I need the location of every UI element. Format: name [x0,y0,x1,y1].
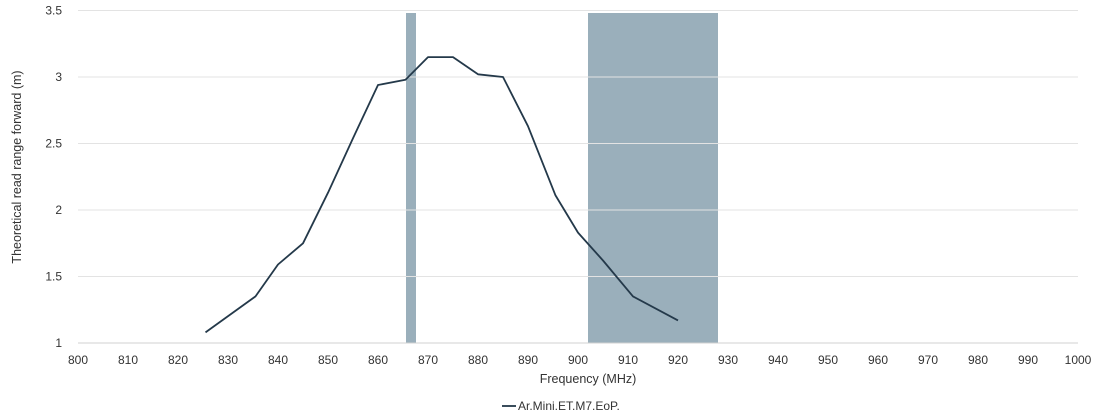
x-tick-label: 950 [818,353,838,367]
x-tick-label: 970 [918,353,938,367]
y-tick-label: 3 [55,70,62,84]
x-tick-label: 880 [468,353,488,367]
x-tick-label: 820 [168,353,188,367]
x-tick-label: 900 [568,353,588,367]
y-tick-label: 2 [55,203,62,217]
legend: Ar.Mini.ET.M7.EoP. [502,399,620,413]
x-tick-label: 870 [418,353,438,367]
x-tick-label: 1000 [1065,353,1092,367]
y-axis-title: Theoretical read range forward (m) [10,70,24,263]
x-tick-label: 910 [618,353,638,367]
frequency-band-2 [588,13,718,343]
x-tick-label: 930 [718,353,738,367]
y-tick-label: 2.5 [45,137,62,151]
x-tick-label: 860 [368,353,388,367]
y-axis-ticks: 1 1.5 2 2.5 3 3.5 [45,4,62,351]
x-tick-label: 800 [68,353,88,367]
x-tick-label: 990 [1018,353,1038,367]
x-tick-label: 840 [268,353,288,367]
y-tick-label: 1.5 [45,270,62,284]
x-axis-title: Frequency (MHz) [540,372,637,386]
x-tick-label: 890 [518,353,538,367]
y-tick-label: 1 [55,336,62,350]
x-tick-label: 830 [218,353,238,367]
series-line-1 [204,56,679,334]
highlight-bands [406,13,718,343]
legend-label: Ar.Mini.ET.M7.EoP. [518,399,620,413]
x-tick-label: 940 [768,353,788,367]
y-tick-label: 3.5 [45,4,62,18]
x-tick-label: 850 [318,353,338,367]
frequency-band-1 [406,13,416,343]
x-tick-label: 980 [968,353,988,367]
x-tick-label: 810 [118,353,138,367]
x-tick-label: 960 [868,353,888,367]
x-tick-label: 920 [668,353,688,367]
series-lines [204,56,679,334]
gridlines [78,10,1078,344]
x-axis-ticks: 800 810 820 830 840 850 860 870 880 890 900 910 920 9… [68,353,1092,367]
